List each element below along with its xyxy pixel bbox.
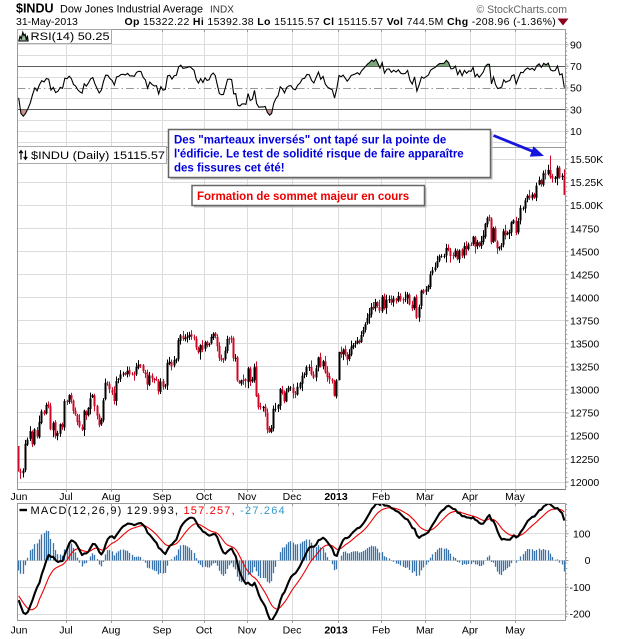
svg-text:100: 100 (573, 528, 591, 540)
svg-text:Dec: Dec (283, 491, 302, 503)
svg-text:MACD(12,26,9) 129.993, 157.257: MACD(12,26,9) 129.993, 157.257, -27.264 (31, 505, 286, 517)
svg-text:-100: -100 (569, 582, 590, 594)
svg-text:May: May (505, 625, 526, 637)
svg-text:Mar: Mar (416, 625, 435, 637)
svg-text:2013: 2013 (324, 491, 348, 503)
svg-text:l'édificie. Le test de solidit: l'édificie. Le test de solidité risque d… (174, 149, 464, 161)
svg-text:Formation de sommet majeur en: Formation de sommet majeur en cours (197, 191, 409, 203)
svg-text:14500: 14500 (570, 246, 599, 258)
svg-text:Aug: Aug (102, 625, 121, 637)
svg-text:12000: 12000 (570, 477, 599, 489)
svg-text:Apr: Apr (462, 625, 479, 637)
svg-text:13250: 13250 (570, 362, 599, 374)
svg-text:Jul: Jul (59, 491, 72, 503)
svg-text:Des "marteaux inversés" ont ta: Des "marteaux inversés" ont tapé sur la … (174, 135, 446, 147)
svg-text:Oct: Oct (196, 625, 212, 637)
svg-text:des fissures cet été!: des fissures cet été! (174, 163, 285, 175)
svg-text:70: 70 (570, 61, 582, 73)
svg-text:INDX: INDX (210, 5, 234, 16)
svg-text:13500: 13500 (570, 339, 599, 351)
svg-text:13000: 13000 (570, 385, 599, 397)
svg-text:50: 50 (570, 83, 582, 95)
svg-text:Dec: Dec (283, 625, 302, 637)
svg-text:30: 30 (570, 104, 582, 116)
svg-text:12750: 12750 (570, 408, 599, 420)
svg-text:$INDU (Daily) 15115.57: $INDU (Daily) 15115.57 (31, 150, 165, 162)
svg-text:Aug: Aug (102, 491, 121, 503)
svg-text:Nov: Nov (238, 625, 257, 637)
svg-text:Oct: Oct (196, 491, 212, 503)
svg-text:12250: 12250 (570, 454, 599, 466)
svg-text:Feb: Feb (372, 491, 390, 503)
svg-text:15.25K: 15.25K (570, 177, 603, 189)
svg-text:15.50K: 15.50K (570, 154, 603, 166)
svg-text:14750: 14750 (570, 223, 599, 235)
svg-text:31-May-2013: 31-May-2013 (16, 16, 78, 28)
svg-text:12500: 12500 (570, 431, 599, 443)
svg-text:Sep: Sep (153, 491, 172, 503)
svg-text:15.00K: 15.00K (570, 200, 603, 212)
svg-text:$INDU: $INDU (16, 2, 54, 16)
svg-text:Feb: Feb (372, 625, 390, 637)
svg-text:Jul: Jul (59, 625, 72, 637)
svg-text:10: 10 (570, 126, 582, 138)
svg-text:0: 0 (585, 555, 591, 567)
svg-text:90: 90 (570, 39, 582, 51)
svg-text:May: May (505, 491, 526, 503)
svg-text:-200: -200 (569, 609, 590, 621)
svg-text:2013: 2013 (324, 625, 348, 637)
svg-text:Sep: Sep (153, 625, 172, 637)
svg-text:RSI(14) 50.25: RSI(14) 50.25 (31, 31, 110, 43)
svg-text:Dow Jones Industrial Average: Dow Jones Industrial Average (60, 4, 203, 16)
svg-text:Apr: Apr (462, 491, 479, 503)
svg-text:© StockCharts.com: © StockCharts.com (477, 4, 568, 16)
svg-text:14250: 14250 (570, 269, 599, 281)
svg-text:Jun: Jun (11, 491, 28, 503)
svg-text:14000: 14000 (570, 292, 599, 304)
svg-text:Mar: Mar (416, 491, 435, 503)
svg-text:Jun: Jun (11, 625, 28, 637)
svg-text:13750: 13750 (570, 315, 599, 327)
svg-text:Op 15322.22 Hi 15392.38 Lo 151: Op 15322.22 Hi 15392.38 Lo 15115.57 Cl 1… (125, 16, 557, 28)
svg-text:Nov: Nov (238, 491, 257, 503)
